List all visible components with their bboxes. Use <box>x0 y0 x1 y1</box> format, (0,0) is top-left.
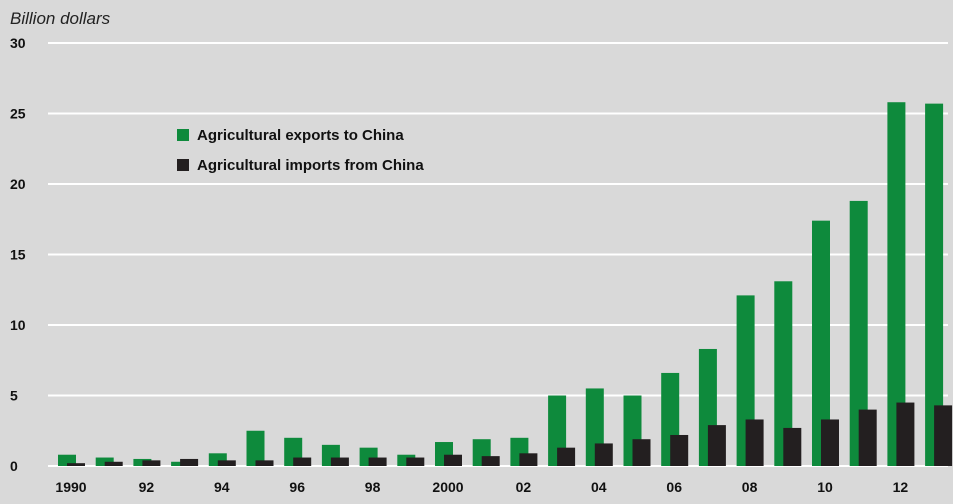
y-tick-label: 25 <box>10 106 26 122</box>
x-tick-label: 96 <box>289 479 305 495</box>
x-tick-label: 2000 <box>432 479 463 495</box>
bar-imports-2011 <box>858 409 877 466</box>
x-tick-label: 02 <box>516 479 532 495</box>
bar-exports-2010 <box>812 220 830 466</box>
bar-imports-2003 <box>557 447 576 466</box>
bar-imports-2004 <box>594 443 613 466</box>
bar-exports-1995 <box>246 430 265 466</box>
bar-imports-1994 <box>217 460 236 466</box>
bar-exports-2013 <box>925 103 944 466</box>
x-tick-labels: 1990 92 94 96 98 2000 02 04 06 08 10 12 <box>55 479 908 495</box>
bar-imports-2001 <box>481 456 500 466</box>
bar-imports-2000 <box>444 454 462 466</box>
x-tick-label: 08 <box>742 479 758 495</box>
bar-imports-1990 <box>67 463 85 466</box>
legend-swatch-imports <box>177 159 189 171</box>
bar-exports-2012 <box>887 102 906 466</box>
x-tick-label: 94 <box>214 479 230 495</box>
y-tick-label: 20 <box>10 176 26 192</box>
bar-imports-1999 <box>406 457 425 466</box>
y-axis-label: Billion dollars <box>10 9 111 28</box>
grid-lines <box>48 42 948 467</box>
bar-exports-2011 <box>849 200 868 467</box>
x-tick-label: 12 <box>893 479 909 495</box>
bar-imports-2006 <box>670 434 689 466</box>
x-tick-label: 10 <box>817 479 833 495</box>
legend-label-exports: Agricultural exports to China <box>197 127 404 144</box>
bar-imports-1998 <box>368 457 387 466</box>
y-tick-label: 30 <box>10 35 26 51</box>
x-tick-label: 1990 <box>55 479 86 495</box>
bar-imports-1992 <box>142 460 161 466</box>
bar-imports-2007 <box>707 425 726 466</box>
y-tick-labels: 0 5 10 15 20 25 30 <box>10 35 26 474</box>
y-tick-label: 15 <box>10 247 26 263</box>
bar-imports-1997 <box>330 457 349 466</box>
legend-label-imports: Agricultural imports from China <box>197 157 424 174</box>
legend: Agricultural exports to China Agricultur… <box>177 127 424 174</box>
bar-imports-2013 <box>934 405 953 466</box>
bar-imports-1991 <box>104 461 123 466</box>
legend-swatch-exports <box>177 129 189 141</box>
bar-imports-2010 <box>821 419 839 466</box>
bar-imports-1996 <box>293 457 312 466</box>
bar-imports-2002 <box>519 453 538 466</box>
y-tick-label: 5 <box>10 388 18 404</box>
x-tick-label: 98 <box>365 479 381 495</box>
bar-imports-2012 <box>896 402 915 466</box>
bar-imports-1995 <box>255 460 274 466</box>
bar-exports-1990 <box>58 454 76 466</box>
bar-imports-2005 <box>632 439 651 466</box>
bars <box>58 102 953 467</box>
bar-imports-1993 <box>180 458 199 466</box>
x-tick-label: 04 <box>591 479 607 495</box>
y-tick-label: 0 <box>10 458 18 474</box>
x-tick-label: 06 <box>666 479 682 495</box>
bar-imports-2008 <box>745 419 764 466</box>
bar-exports-2009 <box>774 281 793 466</box>
bar-imports-2009 <box>783 427 802 466</box>
x-tick-label: 92 <box>139 479 155 495</box>
y-tick-label: 10 <box>10 317 26 333</box>
